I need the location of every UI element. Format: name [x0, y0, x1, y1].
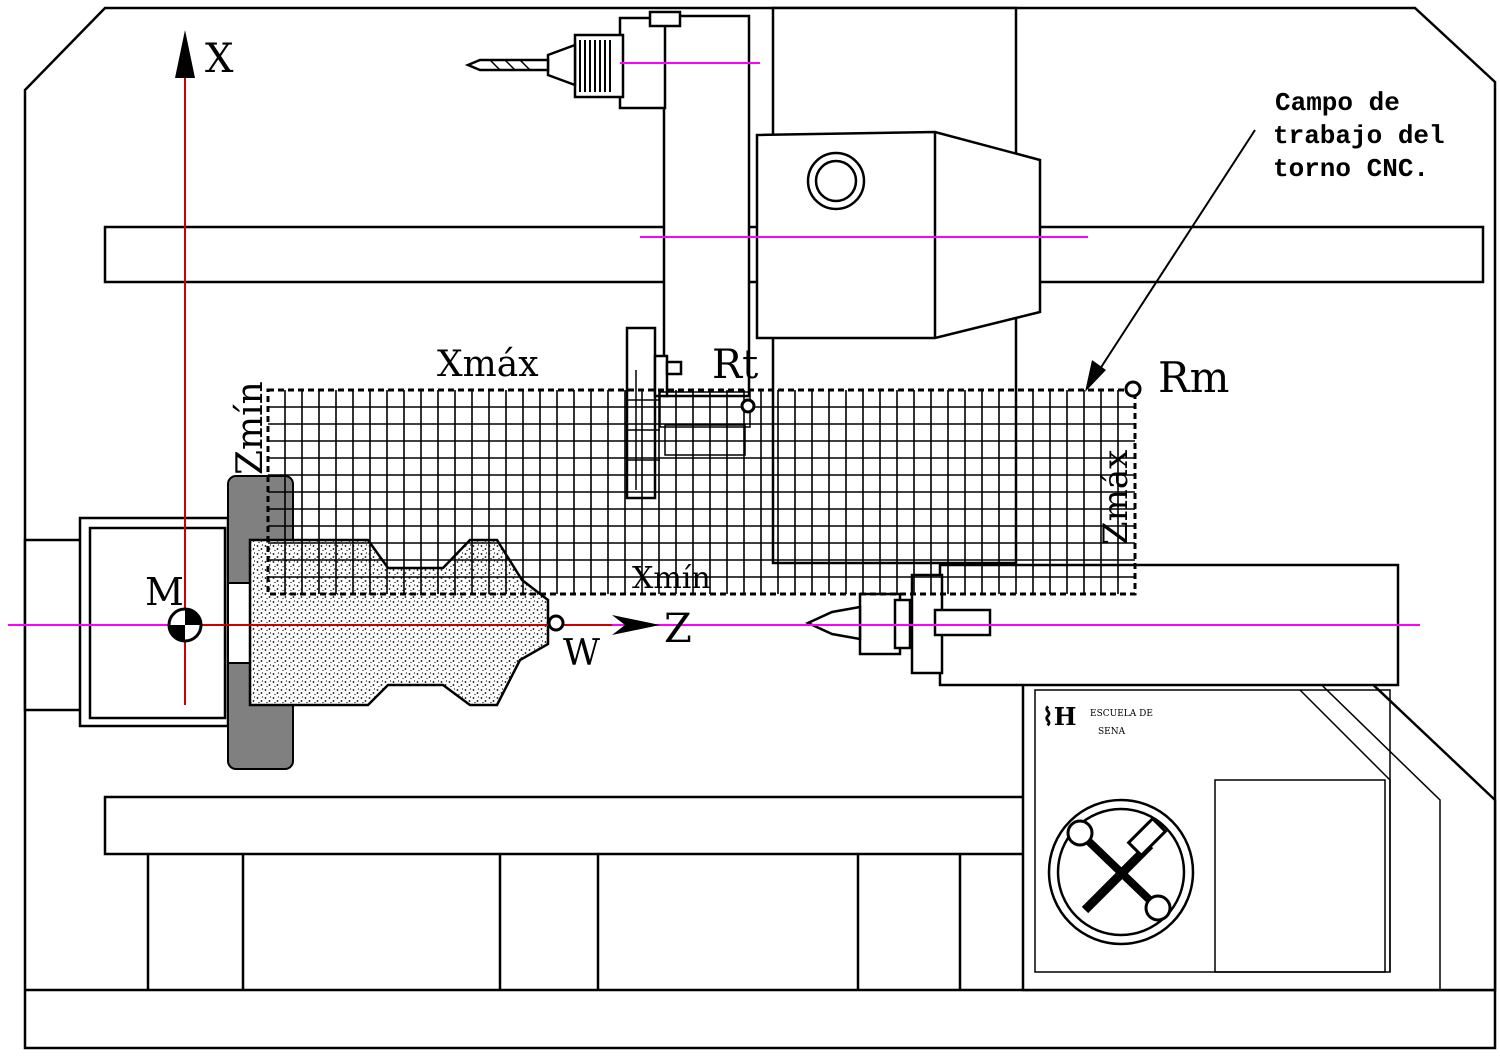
logo-text-line1: ESCUELA DE [1090, 709, 1153, 719]
workpiece [248, 538, 550, 707]
z-max-label: Zmáx [1096, 450, 1136, 545]
logo-text-line2: SENA [1098, 727, 1126, 737]
machine-reference-label: Rm [1158, 353, 1229, 402]
logo-mark: ⌇H [1042, 702, 1076, 731]
annotation-line-2: trabajo del [1273, 121, 1445, 151]
x-max-label: Xmáx [437, 344, 539, 385]
machine-frame [23, 6, 1497, 1050]
annotation-line-3: torno CNC. [1273, 154, 1429, 184]
tool-reference-marker-icon [740, 398, 756, 414]
x-axis-label: X [205, 36, 234, 82]
tools-emblem [1047, 798, 1195, 946]
logo: ⌇H ESCUELA DE SENA [1042, 702, 1153, 737]
tool-turret [625, 14, 751, 500]
machine-reference-marker-icon [1124, 380, 1142, 398]
tool-reference-label: Rt [712, 342, 758, 388]
annotation-line-1: Campo de [1275, 88, 1400, 118]
x-axis-arrow-icon [175, 30, 195, 78]
z-axis-label: Z [664, 606, 692, 652]
axes [184, 75, 612, 705]
drill-chuck [464, 10, 682, 110]
headstock [23, 516, 230, 728]
z-axis-arrow-icon [612, 615, 660, 635]
workpiece-zero-label: W [563, 633, 600, 674]
annotation-leader-arrow-icon [1085, 129, 1256, 392]
lower-bed-rail [103, 795, 1027, 856]
machine-zero-symbol-icon [167, 607, 203, 643]
hammer-icon [1081, 816, 1168, 914]
x-min-label: Xmín [632, 561, 711, 596]
workpiece-zero-marker-icon [547, 614, 565, 632]
z-min-label: Zmín [230, 381, 271, 475]
machine-zero-label: M [145, 570, 184, 614]
bed-legs [146, 854, 962, 990]
tailstock-housing [755, 130, 1042, 340]
working-field-grid [266, 388, 1137, 596]
